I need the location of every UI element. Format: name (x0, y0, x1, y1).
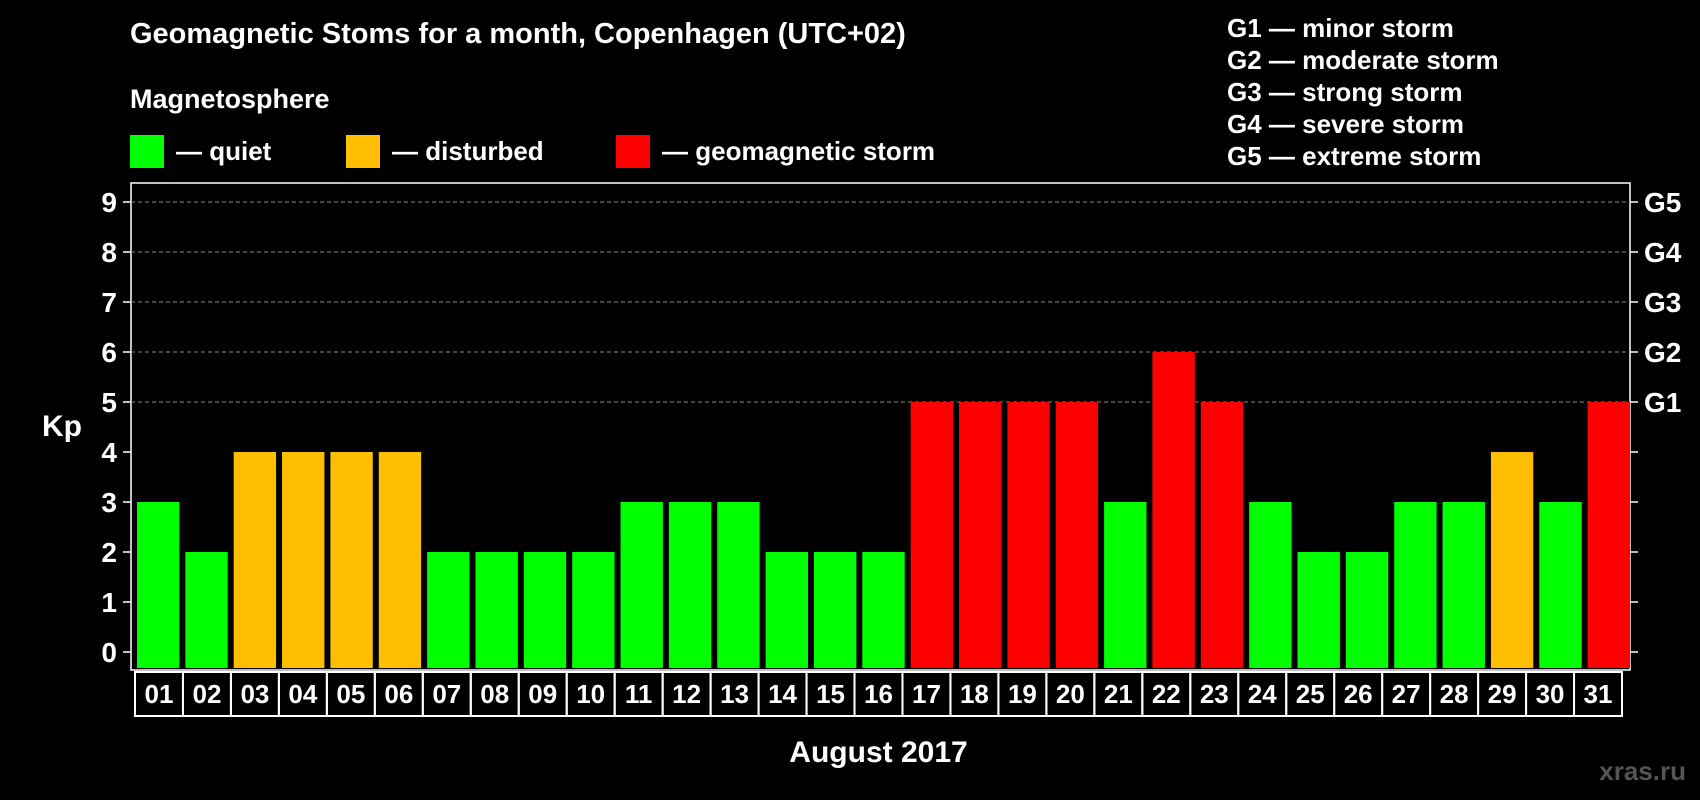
x-tick-label-17: 17 (912, 679, 941, 709)
right-tick-label-g5: G5 (1644, 187, 1681, 218)
bar-day-22 (1152, 352, 1195, 668)
bar-day-11 (620, 502, 663, 668)
x-tick-label-09: 09 (528, 679, 557, 709)
x-tick-label-16: 16 (864, 679, 893, 709)
bar-day-25 (1297, 552, 1340, 668)
legend-label-quiet: — quiet (176, 135, 272, 166)
x-tick-label-20: 20 (1056, 679, 1085, 709)
storm-scale-g5: G5 — extreme storm (1227, 141, 1482, 171)
bar-day-10 (572, 552, 615, 668)
y-axis-label: Kp (42, 410, 82, 443)
bar-day-19 (1007, 402, 1050, 668)
right-tick-label-g1: G1 (1644, 387, 1681, 418)
bar-day-23 (1200, 402, 1244, 668)
bar-day-30 (1539, 502, 1582, 668)
x-tick-label-23: 23 (1200, 679, 1229, 709)
x-axis-label: August 2017 (789, 736, 968, 769)
bar-day-24 (1249, 502, 1292, 668)
bar-day-03 (233, 452, 277, 668)
x-tick-label-27: 27 (1392, 679, 1421, 709)
right-tick-label-g2: G2 (1644, 337, 1681, 368)
bar-day-21 (1104, 502, 1147, 668)
x-tick-label-14: 14 (768, 679, 797, 709)
bar-day-15 (813, 552, 857, 668)
legend-item-quiet: — quiet (130, 134, 271, 168)
y-tick-label-2: 2 (101, 537, 117, 568)
storm-scale-g1: G1 — minor storm (1227, 13, 1454, 43)
bar-day-04 (282, 452, 325, 668)
storm-scale-g4: G4 — severe storm (1227, 109, 1465, 139)
y-tick-label-3: 3 (101, 487, 117, 518)
bar-day-07 (427, 552, 470, 668)
bar-day-02 (185, 552, 228, 668)
y-tick-label-5: 5 (101, 387, 117, 418)
right-tick-label-g4: G4 (1644, 237, 1682, 268)
x-tick-label-15: 15 (816, 679, 845, 709)
y-tick-label-6: 6 (101, 337, 117, 368)
bar-day-18 (959, 402, 1002, 668)
bar-day-13 (717, 502, 760, 668)
x-tick-label-11: 11 (625, 679, 653, 709)
bar-day-16 (862, 552, 905, 668)
bar-day-06 (378, 452, 422, 668)
legend-swatch-disturbed (346, 134, 380, 168)
y-tick-label-7: 7 (101, 287, 117, 318)
storm-scale-list: G1 — minor storm G2 — moderate storm G3 … (1227, 12, 1499, 172)
x-tick-label-12: 12 (672, 679, 701, 709)
bar-day-20 (1055, 402, 1099, 668)
bar-day-28 (1442, 502, 1485, 668)
x-tick-label-05: 05 (336, 679, 365, 709)
legend-subtitle: Magnetosphere (130, 84, 330, 114)
watermark: xras.ru (1599, 756, 1686, 786)
y-tick-label-9: 9 (101, 187, 117, 218)
x-tick-label-08: 08 (480, 679, 509, 709)
bar-day-05 (330, 452, 373, 668)
bar-day-17 (910, 402, 954, 668)
x-tick-label-24: 24 (1248, 679, 1277, 709)
bar-day-31 (1587, 402, 1630, 668)
legend-swatch-quiet (130, 134, 164, 168)
x-tick-label-03: 03 (240, 679, 269, 709)
x-tick-label-02: 02 (192, 679, 221, 709)
x-tick-label-01: 01 (145, 679, 174, 709)
x-tick-box-31 (1573, 671, 1623, 717)
bar-day-09 (523, 552, 567, 668)
y-tick-label-0: 0 (101, 637, 117, 668)
y-tick-label-4: 4 (101, 437, 117, 468)
storm-scale-g2: G2 — moderate storm (1227, 45, 1499, 75)
x-tick-label-04: 04 (288, 679, 317, 709)
x-tick-label-07: 07 (432, 679, 461, 709)
x-tick-label-28: 28 (1440, 679, 1469, 709)
storm-scale-g3: G3 — strong storm (1227, 77, 1463, 107)
x-tick-label-29: 29 (1488, 679, 1517, 709)
bar-day-14 (765, 552, 808, 668)
x-tick-label-19: 19 (1008, 679, 1037, 709)
x-tick-label-31: 31 (1584, 679, 1613, 709)
bar-day-01 (137, 502, 180, 668)
x-tick-label-30: 30 (1536, 679, 1565, 709)
x-tick-label-13: 13 (720, 679, 749, 709)
x-tick-label-10: 10 (576, 679, 605, 709)
y-tick-label-8: 8 (101, 237, 117, 268)
x-tick-label-22: 22 (1152, 679, 1181, 709)
x-tick-label-18: 18 (960, 679, 989, 709)
bar-day-08 (475, 552, 518, 668)
legend-item-disturbed: — disturbed (346, 134, 544, 168)
legend-label-disturbed: — disturbed (392, 135, 544, 166)
legend-swatch-storm (616, 134, 650, 168)
bar-day-12 (668, 502, 712, 668)
y-tick-label-1: 1 (101, 587, 117, 618)
x-tick-label-26: 26 (1344, 679, 1373, 709)
x-tick-label-21: 21 (1104, 679, 1133, 709)
legend-label-storm: — geomagnetic storm (662, 135, 936, 166)
bar-day-29 (1490, 452, 1534, 668)
bar-day-26 (1345, 552, 1389, 668)
x-tick-label-25: 25 (1296, 679, 1325, 709)
bar-day-27 (1394, 502, 1437, 668)
x-tick-label-06: 06 (384, 679, 413, 709)
chart-title: Geomagnetic Stoms for a month, Copenhage… (130, 18, 906, 50)
legend-item-storm: — geomagnetic storm (616, 134, 935, 168)
right-tick-label-g3: G3 (1644, 287, 1681, 318)
